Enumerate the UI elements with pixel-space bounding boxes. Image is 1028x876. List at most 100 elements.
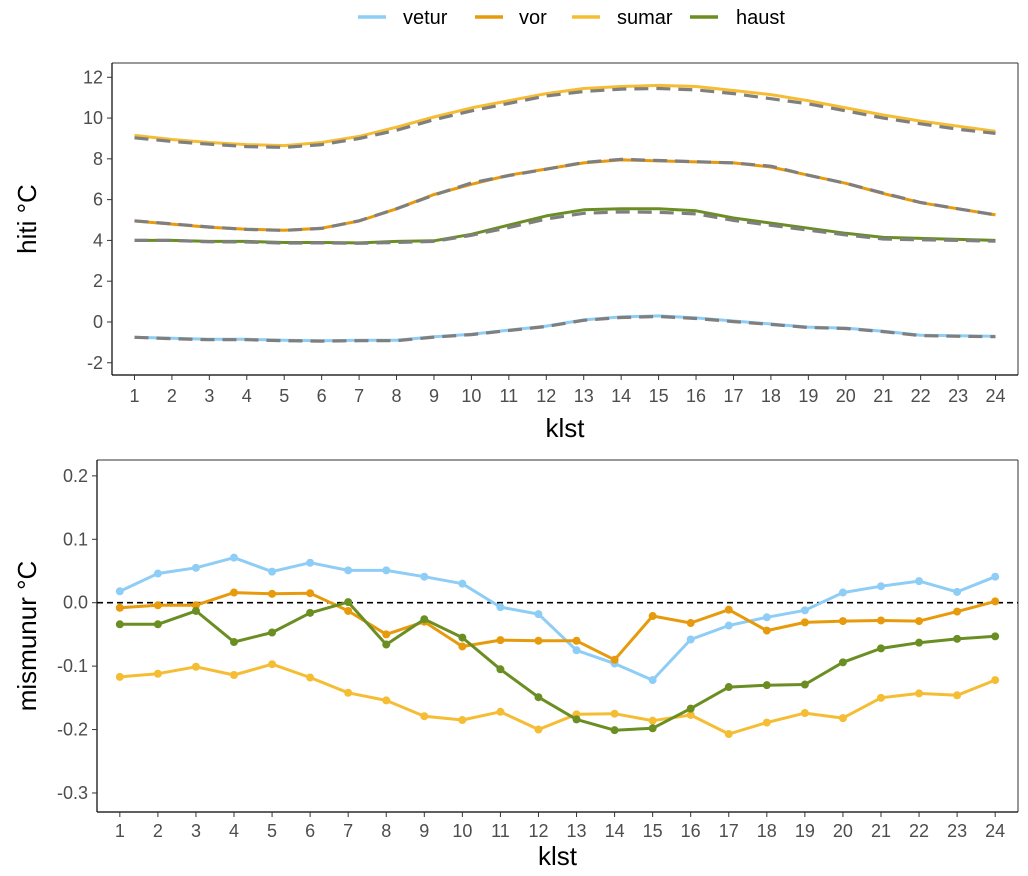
data-point-sumar <box>838 714 847 723</box>
x-tick-label: 1 <box>129 386 139 406</box>
reference-line <box>134 210 996 245</box>
y-axis-title: hiti °C <box>12 184 42 254</box>
x-tick-label: 14 <box>605 821 625 841</box>
y-tick-label: -0.1 <box>57 656 88 676</box>
x-tick-label: 4 <box>229 821 239 841</box>
data-point-haust <box>953 634 962 643</box>
data-point-vetur <box>115 587 124 596</box>
x-tick-label: 2 <box>153 821 163 841</box>
x-tick-label: 3 <box>204 386 214 406</box>
data-point-vor <box>572 636 581 645</box>
x-tick-label: 7 <box>354 386 364 406</box>
y-tick-label: 4 <box>93 230 103 250</box>
data-point-sumar <box>991 676 1000 685</box>
data-point-haust <box>686 704 695 713</box>
x-tick-label: 3 <box>191 821 201 841</box>
x-tick-label: 7 <box>343 821 353 841</box>
data-point-haust <box>610 726 619 735</box>
data-point-sumar <box>382 696 391 705</box>
x-tick-label: 10 <box>452 821 472 841</box>
x-tick-label: 22 <box>909 821 929 841</box>
legend-label-sumar: sumar <box>617 7 673 29</box>
data-point-haust <box>648 724 657 733</box>
data-point-vetur <box>191 563 200 572</box>
data-point-haust <box>191 606 200 615</box>
data-point-vor <box>915 617 924 626</box>
x-tick-label: 23 <box>948 386 968 406</box>
data-point-haust <box>838 658 847 667</box>
data-point-haust <box>230 638 239 647</box>
data-point-haust <box>153 620 162 629</box>
data-point-sumar <box>191 662 200 671</box>
data-point-haust <box>991 632 1000 641</box>
data-point-vor <box>991 597 1000 606</box>
data-point-vor <box>344 606 353 615</box>
x-tick-label: 22 <box>911 386 931 406</box>
x-tick-label: 17 <box>723 386 743 406</box>
data-point-vor <box>496 636 505 645</box>
data-point-haust <box>268 628 277 637</box>
data-point-sumar <box>686 710 695 719</box>
data-point-vor <box>724 605 733 614</box>
x-tick-label: 11 <box>499 386 518 406</box>
legend-label-haust: haust <box>736 7 785 29</box>
data-point-sumar <box>915 689 924 698</box>
data-point-vetur <box>762 613 771 622</box>
data-point-vor <box>648 612 657 621</box>
data-point-sumar <box>534 725 543 734</box>
data-point-sumar <box>268 660 277 669</box>
x-tick-label: 20 <box>836 386 856 406</box>
x-tick-label: 14 <box>611 386 631 406</box>
x-tick-label: 10 <box>461 386 481 406</box>
data-point-vetur <box>420 572 429 581</box>
data-point-haust <box>420 615 429 624</box>
y-tick-label: 0 <box>93 312 103 332</box>
x-tick-label: 1 <box>115 821 125 841</box>
x-tick-label: 18 <box>761 386 781 406</box>
data-point-vor <box>458 642 467 651</box>
data-point-haust <box>382 640 391 649</box>
data-point-sumar <box>458 716 467 725</box>
data-point-vor <box>686 618 695 627</box>
data-point-sumar <box>496 707 505 716</box>
x-tick-label: 23 <box>947 821 967 841</box>
y-tick-label: 0.2 <box>63 466 88 486</box>
x-axis-title: klst <box>546 413 586 443</box>
y-tick-label: -2 <box>87 353 103 373</box>
data-point-haust <box>724 683 733 692</box>
legend-label-vetur: vetur <box>403 7 448 29</box>
x-tick-label: 11 <box>491 821 510 841</box>
x-tick-label: 24 <box>986 386 1006 406</box>
data-point-vetur <box>458 579 467 588</box>
data-point-sumar <box>344 688 353 697</box>
data-point-haust <box>572 715 581 724</box>
data-point-vor <box>953 607 962 616</box>
data-point-sumar <box>800 709 809 718</box>
y-tick-label: 12 <box>83 67 103 87</box>
data-point-vor <box>153 601 162 610</box>
series-line-vetur <box>119 556 996 682</box>
data-point-vetur <box>800 606 809 615</box>
series-line-vetur <box>134 314 996 343</box>
data-point-vetur <box>572 646 581 655</box>
data-point-vetur <box>876 582 885 591</box>
data-point-vetur <box>268 567 277 576</box>
y-tick-label: 0.1 <box>63 529 88 549</box>
legend: vetur vor sumar haust <box>358 7 785 29</box>
data-point-vor <box>191 601 200 610</box>
data-point-vetur <box>153 569 162 578</box>
data-point-sumar <box>306 673 315 682</box>
y-tick-label: 8 <box>93 149 103 169</box>
series-line-sumar <box>119 662 996 736</box>
data-point-vetur <box>496 603 505 612</box>
data-point-haust <box>876 644 885 653</box>
data-point-vor <box>534 636 543 645</box>
data-point-haust <box>762 681 771 690</box>
legend-label-vor: vor <box>519 7 547 29</box>
y-tick-label: 6 <box>93 190 103 210</box>
reference-line <box>134 314 996 343</box>
x-tick-label: 20 <box>833 821 853 841</box>
data-point-vetur <box>915 577 924 586</box>
data-point-vetur <box>306 558 315 567</box>
